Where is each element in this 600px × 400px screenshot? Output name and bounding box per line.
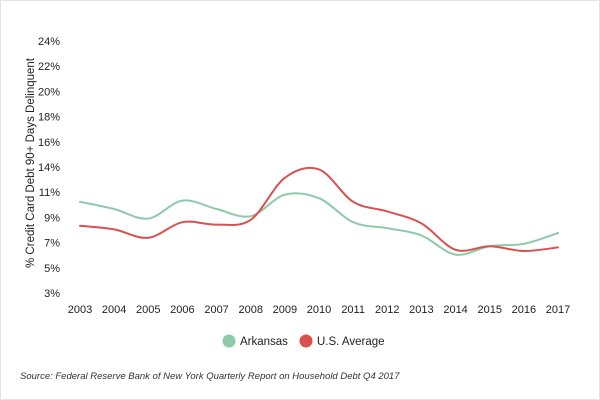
x-tick-label: 2007 [204, 304, 228, 316]
x-tick-label: 2014 [443, 304, 467, 316]
y-axis-label: % Credit Card Debt 90+ Days Delinquent [25, 57, 37, 268]
series-line-us-average [79, 166, 559, 253]
x-tick-label: 2008 [238, 304, 262, 316]
series-lines [79, 166, 559, 256]
legend-swatch [222, 334, 236, 348]
x-tick-label: 2016 [512, 304, 536, 316]
y-tick-label: 14% [38, 162, 60, 174]
y-tick-label: 24% [38, 36, 60, 48]
x-tick-label: 2006 [170, 304, 194, 316]
legend-swatch [299, 334, 313, 348]
legend-label: U.S. Average [317, 336, 385, 348]
x-tick-label: 2005 [136, 304, 160, 316]
y-tick-label: 7% [44, 238, 60, 250]
x-axis-ticks: 2003 2004 2005 2006 2007 2008 2009 2010 2011 2012… [68, 304, 570, 316]
y-tick-label: 3% [44, 288, 60, 300]
y-tick-label: 11% [39, 187, 60, 199]
x-tick-label: 2009 [273, 304, 297, 316]
y-tick-label: 18% [38, 112, 60, 124]
y-tick-label: 22% [38, 61, 60, 73]
x-tick-label: 2013 [409, 304, 433, 316]
x-tick-label: 2012 [375, 304, 399, 316]
y-tick-label: 16% [38, 137, 60, 149]
y-tick-label: 5% [44, 263, 60, 275]
x-tick-label: 2015 [477, 304, 501, 316]
legend: Arkansas U.S. Average [222, 334, 385, 348]
y-tick-label: 9% [44, 212, 60, 224]
y-tick-label: 20% [38, 86, 60, 98]
series-line-arkansas [79, 192, 559, 256]
y-axis-ticks: 3% 5% 7% 9% 11% 14% 16% 18% 20% 22% 24% [38, 36, 60, 300]
x-tick-label: 2004 [102, 304, 126, 316]
x-tick-label: 2003 [68, 304, 92, 316]
legend-label: Arkansas [240, 336, 288, 348]
x-tick-label: 2017 [546, 304, 570, 316]
x-tick-label: 2011 [341, 304, 365, 316]
source-note: Source: Federal Reserve Bank of New York… [20, 371, 400, 382]
x-tick-label: 2010 [307, 304, 331, 316]
